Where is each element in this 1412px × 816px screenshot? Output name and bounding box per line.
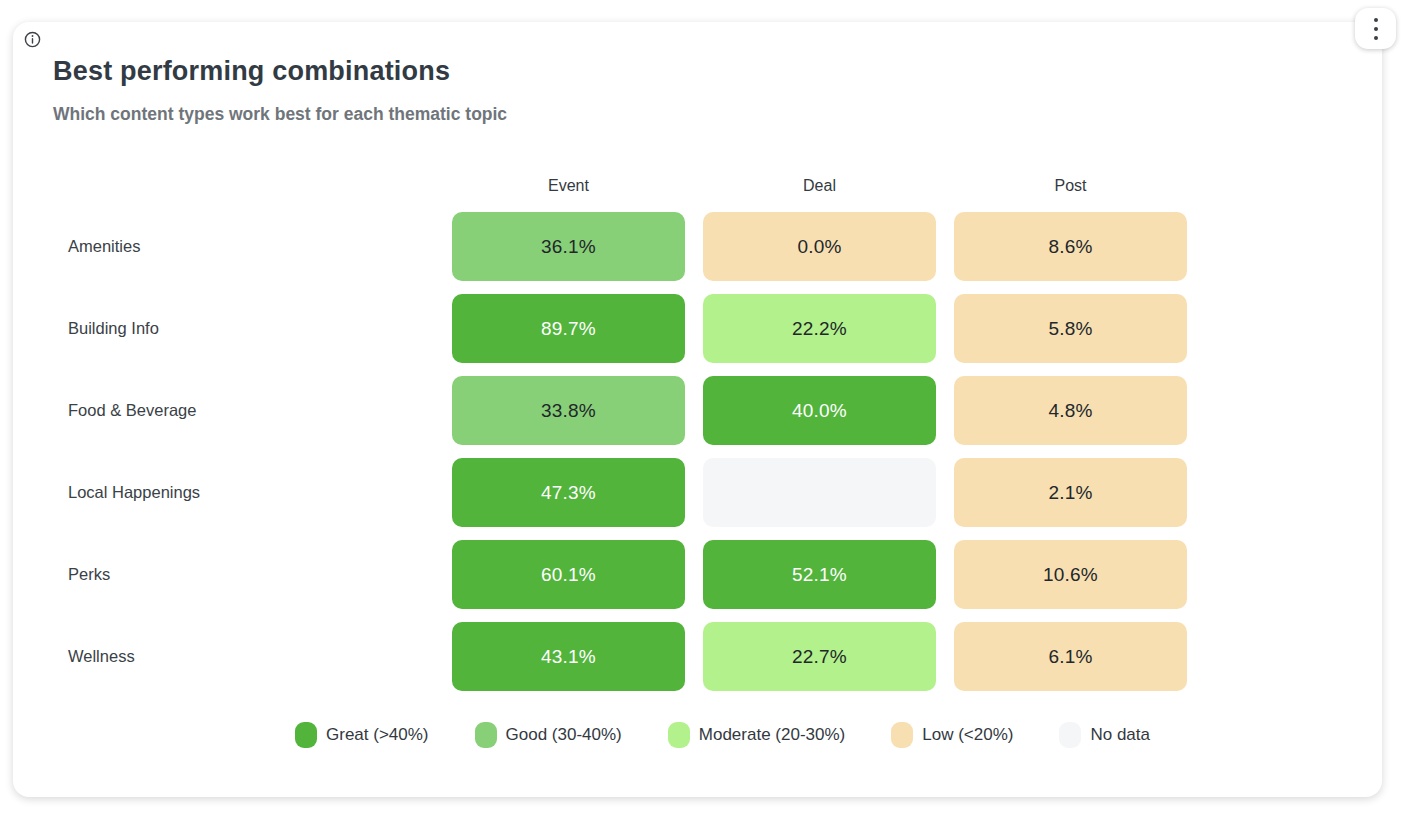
matrix-header-row: Event Deal Post bbox=[68, 172, 1186, 200]
legend-swatch-moderate bbox=[668, 722, 690, 748]
heatmap-cell: 47.3% bbox=[452, 458, 685, 527]
row-label: Wellness bbox=[68, 622, 434, 691]
heatmap-matrix: Event Deal Post Amenities 36.1% 0.0% 8.6% Buil… bbox=[68, 172, 1186, 704]
table-row: Building Info 89.7% 22.2% 5.8% bbox=[68, 294, 1186, 363]
legend-swatch-low bbox=[891, 722, 913, 748]
legend-swatch-good bbox=[475, 722, 497, 748]
heatmap-cell: 0.0% bbox=[703, 212, 936, 281]
kebab-menu-icon bbox=[1374, 18, 1378, 22]
row-label: Amenities bbox=[68, 212, 434, 281]
heatmap-cell: 8.6% bbox=[954, 212, 1187, 281]
widget-card: Best performing combinations Which conte… bbox=[13, 22, 1382, 797]
heatmap-cell: 52.1% bbox=[703, 540, 936, 609]
row-label: Food & Beverage bbox=[68, 376, 434, 445]
heatmap-cell: 60.1% bbox=[452, 540, 685, 609]
legend-label: Good (30-40%) bbox=[506, 725, 622, 745]
heatmap-cell: 36.1% bbox=[452, 212, 685, 281]
table-row: Amenities 36.1% 0.0% 8.6% bbox=[68, 212, 1186, 281]
table-row: Food & Beverage 33.8% 40.0% 4.8% bbox=[68, 376, 1186, 445]
table-row: Local Happenings 47.3% 2.1% bbox=[68, 458, 1186, 527]
legend-item: Low (<20%) bbox=[891, 722, 1013, 748]
heatmap-cell: 6.1% bbox=[954, 622, 1187, 691]
heatmap-cell: 4.8% bbox=[954, 376, 1187, 445]
table-row: Wellness 43.1% 22.7% 6.1% bbox=[68, 622, 1186, 691]
heatmap-cell: 22.7% bbox=[703, 622, 936, 691]
heatmap-cell: 2.1% bbox=[954, 458, 1187, 527]
heatmap-cell: 40.0% bbox=[703, 376, 936, 445]
legend-label: Great (>40%) bbox=[326, 725, 429, 745]
legend-item: Good (30-40%) bbox=[475, 722, 622, 748]
heatmap-cell: 22.2% bbox=[703, 294, 936, 363]
legend: Great (>40%) Good (30-40%) Moderate (20-30… bbox=[13, 719, 1382, 751]
row-label: Building Info bbox=[68, 294, 434, 363]
legend-label: Moderate (20-30%) bbox=[699, 725, 845, 745]
page-subtitle: Which content types work best for each t… bbox=[53, 104, 507, 125]
legend-swatch-great bbox=[295, 722, 317, 748]
legend-item: Moderate (20-30%) bbox=[668, 722, 845, 748]
header-spacer bbox=[68, 172, 434, 200]
heatmap-cell: 5.8% bbox=[954, 294, 1187, 363]
row-label: Perks bbox=[68, 540, 434, 609]
heatmap-cell: 33.8% bbox=[452, 376, 685, 445]
screenshot-stage: Best performing combinations Which conte… bbox=[0, 0, 1412, 816]
info-icon[interactable] bbox=[21, 28, 43, 50]
column-header: Post bbox=[954, 172, 1187, 200]
legend-item: No data bbox=[1059, 722, 1150, 748]
legend-label: Low (<20%) bbox=[922, 725, 1013, 745]
table-row: Perks 60.1% 52.1% 10.6% bbox=[68, 540, 1186, 609]
heatmap-cell-nodata bbox=[703, 458, 936, 527]
legend-swatch-no_data bbox=[1059, 722, 1081, 748]
legend-label: No data bbox=[1090, 725, 1150, 745]
heatmap-cell: 89.7% bbox=[452, 294, 685, 363]
kebab-menu-button[interactable] bbox=[1355, 8, 1396, 49]
column-header: Event bbox=[452, 172, 685, 200]
heatmap-cell: 10.6% bbox=[954, 540, 1187, 609]
row-label: Local Happenings bbox=[68, 458, 434, 527]
page-title: Best performing combinations bbox=[53, 56, 450, 87]
kebab-menu-icon bbox=[1374, 27, 1378, 31]
column-header: Deal bbox=[703, 172, 936, 200]
heatmap-cell: 43.1% bbox=[452, 622, 685, 691]
kebab-menu-icon bbox=[1374, 36, 1378, 40]
legend-item: Great (>40%) bbox=[295, 722, 429, 748]
